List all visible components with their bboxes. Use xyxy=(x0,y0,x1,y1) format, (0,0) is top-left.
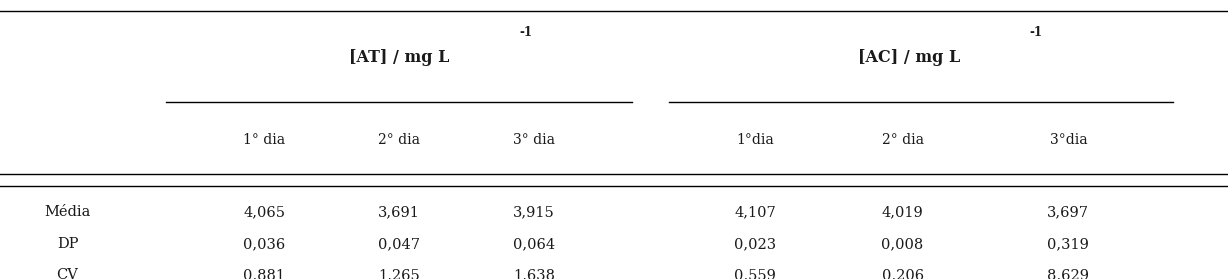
Text: [AC] / mg L: [AC] / mg L xyxy=(857,49,960,66)
Text: 1°dia: 1°dia xyxy=(737,133,774,146)
Text: 0,023: 0,023 xyxy=(734,237,776,251)
Text: 1° dia: 1° dia xyxy=(243,133,285,146)
Text: 2° dia: 2° dia xyxy=(882,133,923,146)
Text: -1: -1 xyxy=(1029,26,1043,39)
Text: 3,915: 3,915 xyxy=(513,205,555,219)
Text: 0,319: 0,319 xyxy=(1047,237,1089,251)
Text: 8,629: 8,629 xyxy=(1047,268,1089,279)
Text: 1,638: 1,638 xyxy=(513,268,555,279)
Text: 4,019: 4,019 xyxy=(882,205,923,219)
Text: 0,047: 0,047 xyxy=(378,237,420,251)
Text: 2° dia: 2° dia xyxy=(378,133,420,146)
Text: DP: DP xyxy=(56,237,79,251)
Text: 0,036: 0,036 xyxy=(243,237,285,251)
Text: 3°dia: 3°dia xyxy=(1050,133,1087,146)
Text: 0,881: 0,881 xyxy=(243,268,285,279)
Text: 3,691: 3,691 xyxy=(378,205,420,219)
Text: 3,697: 3,697 xyxy=(1047,205,1089,219)
Text: 0,064: 0,064 xyxy=(513,237,555,251)
Text: 1,265: 1,265 xyxy=(378,268,420,279)
Text: 4,107: 4,107 xyxy=(734,205,776,219)
Text: 0,008: 0,008 xyxy=(882,237,923,251)
Text: Média: Média xyxy=(44,205,91,219)
Text: -1: -1 xyxy=(519,26,533,39)
Text: CV: CV xyxy=(56,268,79,279)
Text: 4,065: 4,065 xyxy=(243,205,285,219)
Text: [AT] / mg L: [AT] / mg L xyxy=(349,49,449,66)
Text: 3° dia: 3° dia xyxy=(513,133,555,146)
Text: 0,559: 0,559 xyxy=(734,268,776,279)
Text: 0,206: 0,206 xyxy=(882,268,923,279)
